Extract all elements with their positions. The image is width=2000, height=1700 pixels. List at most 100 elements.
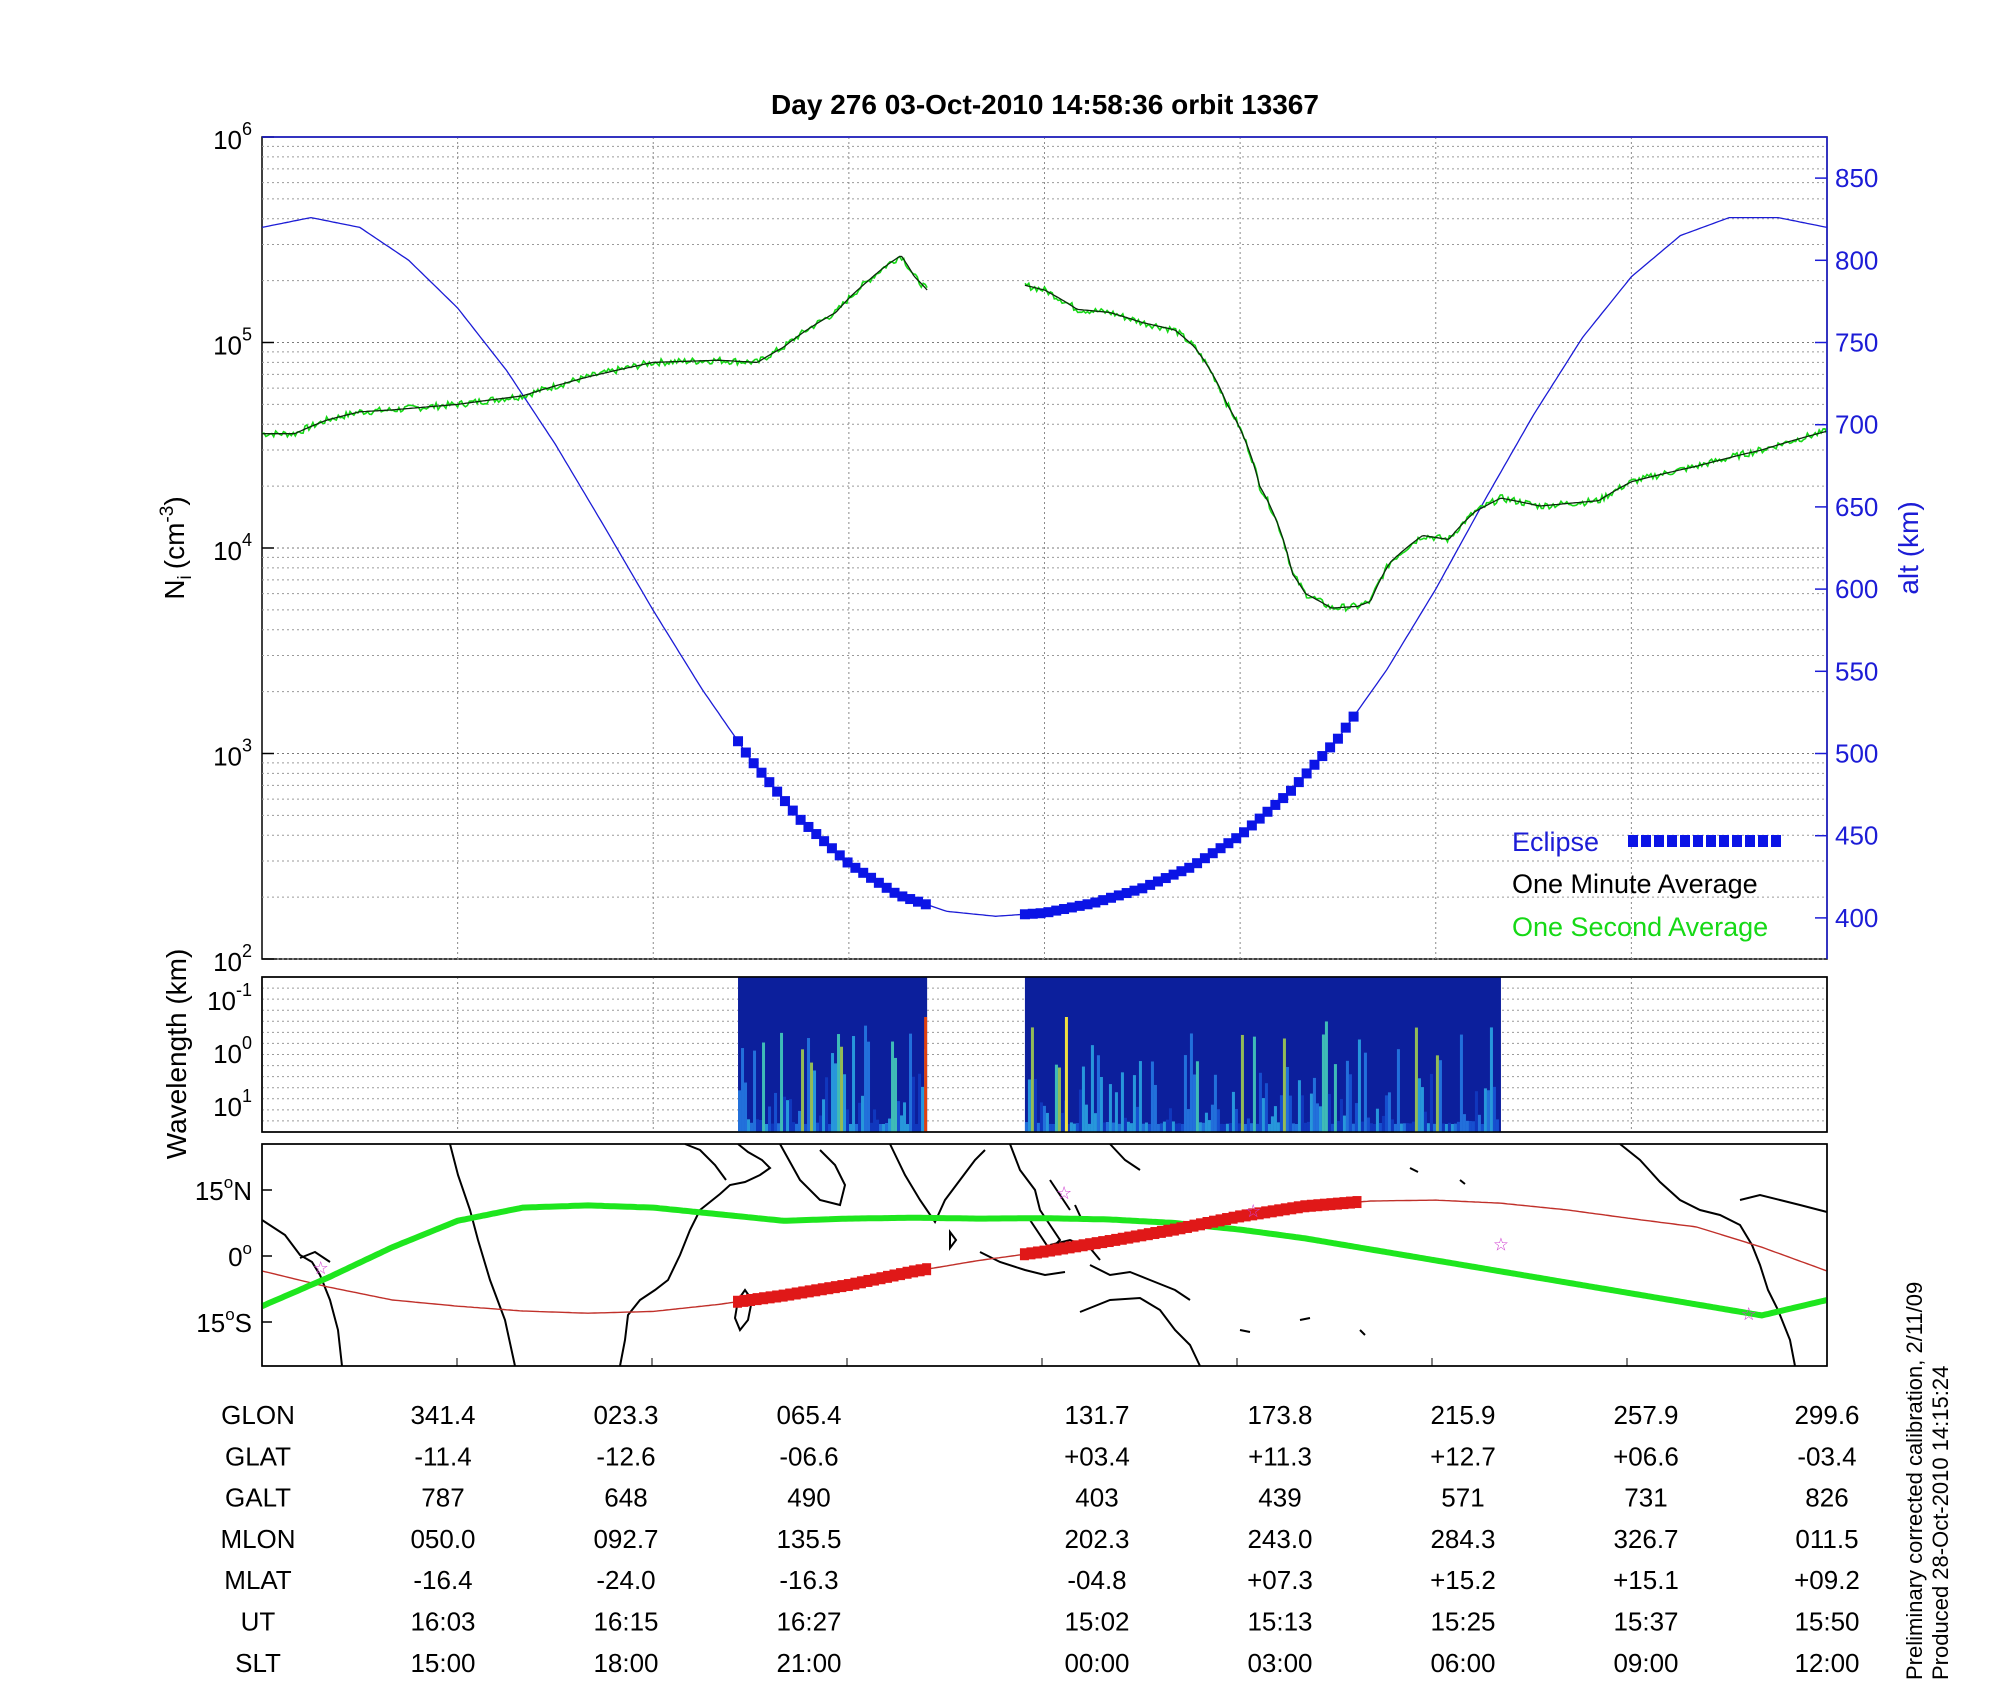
table-cell: 15:25 [1430, 1607, 1495, 1637]
eclipse-track-marker [1156, 1225, 1166, 1238]
eclipse-marker [834, 850, 845, 861]
table-cell: 299.6 [1794, 1400, 1859, 1430]
spectrogram-column [1135, 1106, 1139, 1132]
eclipse-track-marker [1085, 1238, 1095, 1251]
eclipse-track-marker [1339, 1197, 1349, 1210]
spectrogram-column [1405, 1123, 1409, 1132]
spectrogram-column [1318, 1106, 1322, 1132]
spectrogram-column [1333, 1064, 1337, 1132]
eclipse-track-marker [1345, 1196, 1355, 1209]
table-row-label: GLON [221, 1400, 295, 1430]
spectrogram-column [873, 1109, 877, 1132]
star-marker: ☆ [1741, 1304, 1757, 1324]
eclipse-track-marker [876, 1272, 886, 1285]
table-cell: -24.0 [596, 1565, 655, 1595]
spectrogram-column [1141, 1123, 1145, 1132]
spectrogram-column [1300, 1095, 1304, 1132]
eclipse-track-marker [1059, 1242, 1069, 1255]
spectrogram-column [1462, 1114, 1466, 1132]
spectrogram-column [1090, 1045, 1094, 1132]
density-label-sub: i [175, 575, 196, 579]
eclipse-track-marker [1039, 1245, 1049, 1258]
ion-density-one-minute [1024, 284, 1828, 609]
table-cell: 16:27 [776, 1607, 841, 1637]
spectrogram-column [1153, 1084, 1157, 1132]
eclipse-track-marker [1215, 1214, 1225, 1227]
density-label-sup: -3 [157, 506, 178, 523]
table-cell: 326.7 [1613, 1524, 1678, 1554]
eclipse-marker [1215, 843, 1226, 854]
spectrogram-column [1324, 1021, 1328, 1132]
coast-sri-lanka [949, 1229, 958, 1251]
spectrogram-column [1168, 1108, 1172, 1132]
legend-eclipse-square [1732, 835, 1742, 847]
spectrogram-column [1414, 1027, 1418, 1132]
eclipse-marker [1254, 813, 1265, 824]
eclipse-track-marker [830, 1281, 840, 1294]
spectrogram-column [1105, 1122, 1109, 1132]
star-marker: ☆ [313, 1258, 329, 1278]
spectrogram-column [1285, 1066, 1289, 1132]
eclipse-track-marker [915, 1264, 925, 1277]
spectrogram-column [1177, 1123, 1181, 1132]
spectrogram-column [1117, 1123, 1121, 1132]
table-cell: 15:00 [410, 1648, 475, 1678]
spectrogram-column [1408, 1123, 1412, 1132]
eclipse-marker [905, 894, 916, 905]
spectrogram-column [1210, 1104, 1214, 1132]
spectrogram-column [888, 1118, 892, 1132]
eclipse-marker [1066, 902, 1077, 913]
spectrogram-column [1306, 1121, 1310, 1132]
spectrogram-column [1447, 1122, 1451, 1132]
eclipse-track-marker [1352, 1196, 1362, 1209]
spectrogram-column [1363, 1052, 1367, 1132]
table-cell: 06:00 [1430, 1648, 1495, 1678]
spectrogram-column [1024, 1122, 1028, 1132]
table-row-label: GLAT [225, 1441, 291, 1471]
table-cell: 18:00 [593, 1648, 658, 1678]
eclipse-marker [912, 896, 923, 907]
spectrogram-column [861, 1095, 865, 1132]
spectrogram-column [1072, 1123, 1076, 1132]
wavelength-tick-label: 101 [213, 1086, 252, 1122]
eclipse-track-marker [1313, 1199, 1323, 1212]
spectrogram-column [807, 1038, 811, 1132]
spectrogram-column [1279, 1095, 1283, 1132]
spectrogram-column [1294, 1123, 1298, 1132]
spectrogram-column [1357, 1039, 1361, 1132]
spectrogram-column [1429, 1073, 1433, 1132]
spectrogram-column [897, 1101, 901, 1132]
eclipse-marker [1082, 899, 1093, 910]
spectrogram-spike [1064, 1017, 1068, 1132]
spectrogram-column [1192, 1074, 1196, 1132]
spectrogram-column [1198, 1122, 1202, 1132]
table-cell: 439 [1258, 1483, 1301, 1513]
spectrogram-column [774, 1092, 778, 1132]
top-panel-series [261, 216, 1828, 920]
table-cell: 15:37 [1613, 1607, 1678, 1637]
legend-eclipse: Eclipse [1512, 827, 1599, 857]
eclipse-track-marker [1176, 1222, 1186, 1235]
table-cell: 173.8 [1247, 1400, 1312, 1430]
table-cell: +15.2 [1430, 1565, 1496, 1595]
spectrogram-column [1132, 1075, 1136, 1132]
spectrogram-column [1375, 1108, 1379, 1132]
spectrogram-column [1123, 1117, 1127, 1132]
spectrogram-column [1162, 1121, 1166, 1132]
spectrogram-column [1450, 1124, 1454, 1132]
eclipse-marker [858, 867, 869, 878]
eclipse-track-marker [733, 1295, 743, 1308]
eclipse-track-marker [1267, 1205, 1277, 1218]
table-cell: 490 [787, 1483, 830, 1513]
eclipse-track-marker [1137, 1229, 1147, 1242]
eclipse-track-marker [1332, 1197, 1342, 1210]
density-axis-label: Ni (cm-3) [157, 496, 196, 599]
spectrogram-column [1360, 1121, 1364, 1132]
spectrogram-column [867, 1041, 871, 1132]
eclipse-track-marker [883, 1270, 892, 1283]
table-cell: 09:00 [1613, 1648, 1678, 1678]
eclipse-track-marker [1202, 1217, 1212, 1229]
